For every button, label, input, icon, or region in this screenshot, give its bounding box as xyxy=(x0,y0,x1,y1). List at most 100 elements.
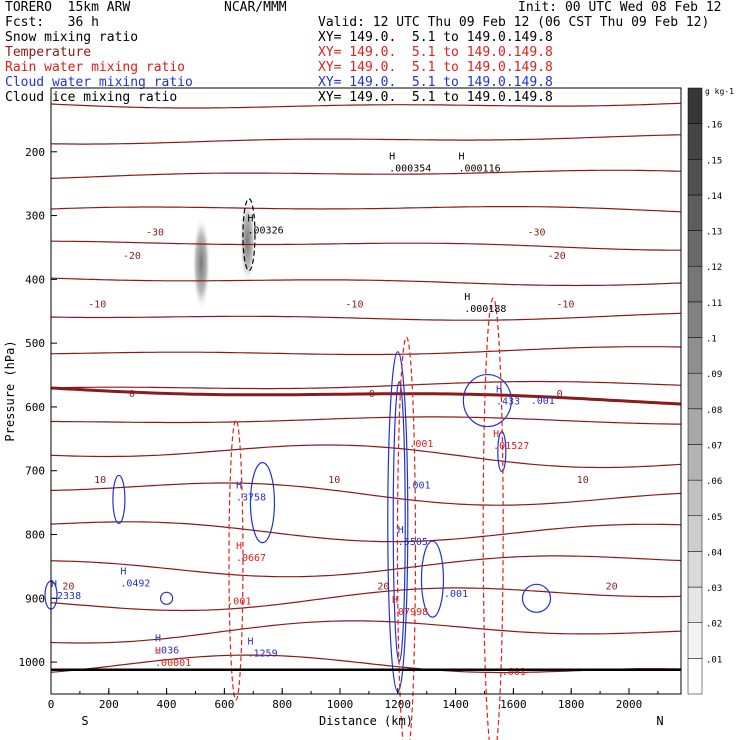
isotherm-line xyxy=(51,416,681,425)
colorbar-tick-label: .13 xyxy=(706,228,722,238)
extremum-marker: H xyxy=(458,152,464,163)
cloud-water-contour xyxy=(462,373,512,428)
isotherm-label: -20 xyxy=(123,251,141,262)
colorbar-swatch xyxy=(687,515,703,552)
colorbar-tick-label: .04 xyxy=(706,548,722,558)
colorbar-swatch xyxy=(687,87,703,124)
extremum-value: .000116 xyxy=(458,164,500,175)
contour-value-label: .001 xyxy=(406,481,430,492)
extremum-value: .1259 xyxy=(248,649,278,660)
legend-xy-cloud-water: XY= 149.0. 5.1 to 149.0.149.8 xyxy=(318,75,553,90)
forecast-hour: Fcst: 36 h xyxy=(5,15,99,30)
colorbar-swatch xyxy=(687,372,703,410)
colorbar-swatch xyxy=(687,622,703,659)
extremum-value: .2338 xyxy=(51,591,81,602)
extremum-marker: H xyxy=(248,637,254,648)
colorbar-tick-label: .11 xyxy=(706,299,722,309)
isotherm-label: -30 xyxy=(527,228,545,239)
y-tick-label: 1000 xyxy=(19,656,46,669)
y-tick-label: 900 xyxy=(25,592,45,605)
y-tick-label: 700 xyxy=(25,465,45,478)
legend-label-cloud-ice: Cloud ice mixing ratio xyxy=(5,90,178,105)
isotherm-label: 0 xyxy=(129,389,135,400)
colorbar-swatch xyxy=(687,337,703,374)
isotherm-label: 20 xyxy=(62,582,74,593)
isotherm-line xyxy=(51,240,681,251)
snow-shade-blob xyxy=(192,215,211,312)
colorbar-swatch xyxy=(687,586,703,623)
y-tick-label: 300 xyxy=(25,210,45,223)
colorbar-swatch xyxy=(687,159,703,196)
y-tick-label: 400 xyxy=(25,273,45,286)
colorbar-swatch xyxy=(687,408,703,445)
colorbar-swatch xyxy=(687,265,703,303)
extremum-value: .01527 xyxy=(493,441,529,452)
cloud-water-contour xyxy=(112,474,126,525)
organization-label: NCAR/MMM xyxy=(224,0,287,15)
legend-label-cloud-water: Cloud water mixing ratio xyxy=(5,75,193,90)
colorbar: .01 .02 .03 .04 .05 .06 .07 .08 .09 .1 .11 .12 .13 .1… xyxy=(687,87,734,695)
legend-label-temperature: Temperature xyxy=(5,45,92,60)
isotherm-label: -20 xyxy=(548,251,566,262)
isotherm-label: -10 xyxy=(88,300,106,311)
colorbar-tick-label: .02 xyxy=(706,620,722,630)
rain-water-contour xyxy=(396,336,417,740)
extremum-value: .5505 xyxy=(398,537,428,548)
extremum-marker: H xyxy=(392,595,398,606)
extremum-value: .433 xyxy=(496,397,520,408)
isotherm-line xyxy=(50,521,682,543)
extremum-marker: H xyxy=(236,541,242,552)
x-tick-label: 600 xyxy=(214,698,234,711)
isotherm-label: 0 xyxy=(369,389,375,400)
y-tick-label: 600 xyxy=(25,401,45,414)
extremum-value: .00001 xyxy=(155,658,191,669)
x-tick-label: 2000 xyxy=(616,698,643,711)
extremum-marker: H xyxy=(389,152,395,163)
rain-water-contour xyxy=(228,419,244,701)
colorbar-swatch xyxy=(687,658,703,695)
colorbar-tick-label: .1 xyxy=(706,335,717,345)
extremum-marker: H xyxy=(120,566,126,577)
isotherm-label: -10 xyxy=(556,300,574,311)
colorbar-tick-label: .06 xyxy=(706,477,722,487)
cloud-water-contour xyxy=(420,540,445,618)
colorbar-swatch xyxy=(687,479,703,517)
contour-value-label: .001 xyxy=(227,597,251,608)
colorbar-tick-label: .09 xyxy=(706,370,722,380)
north-end-label: N xyxy=(656,714,663,728)
isotherm-label: 10 xyxy=(94,475,106,486)
contour-value-label: .001 xyxy=(409,439,433,450)
isotherm-line xyxy=(50,312,682,321)
extremum-marker: H xyxy=(236,480,242,491)
axes-layer: 0 200 400 600 800 1000 1200 1400 1600 1800 2000200… xyxy=(3,146,681,728)
x-tick-label: 1400 xyxy=(442,698,469,711)
isotherm-line xyxy=(50,555,682,578)
x-tick-label: 200 xyxy=(99,698,119,711)
freezing-level-line xyxy=(50,386,682,406)
x-tick-label: 1200 xyxy=(385,698,412,711)
legend-xy-rain: XY= 149.0. 5.1 to 149.0.149.8 xyxy=(318,60,553,75)
colorbar-tick-label: .07 xyxy=(706,441,722,451)
legend-xy-temperature: XY= 149.0. 5.1 to 149.0.149.8 xyxy=(318,45,553,60)
contour-value-label: .001 xyxy=(444,589,468,600)
isotherm-line xyxy=(50,169,682,179)
snow-shade-blob xyxy=(239,199,256,284)
extremum-value: .0492 xyxy=(120,578,150,589)
colorbar-tick-label: .15 xyxy=(706,156,722,166)
extremum-value: .036 xyxy=(155,645,179,656)
extremum-value: .07998 xyxy=(392,607,428,618)
legend-label-rain: Rain water mixing ratio xyxy=(5,60,186,75)
extremum-value: .3758 xyxy=(236,492,266,503)
colorbar-tick-label: .16 xyxy=(706,121,722,131)
extremum-value: .0667 xyxy=(236,553,266,564)
isotherm-line xyxy=(50,444,682,469)
extremum-value: .00326 xyxy=(248,226,284,237)
isotherm-line xyxy=(50,346,682,356)
y-tick-label: 500 xyxy=(25,337,45,350)
isotherm-line xyxy=(50,102,682,109)
legend-label-snow: Snow mixing ratio xyxy=(5,30,139,45)
model-title: TORERO 15km ARW xyxy=(5,0,131,15)
temperature-contour-layer xyxy=(50,102,682,674)
